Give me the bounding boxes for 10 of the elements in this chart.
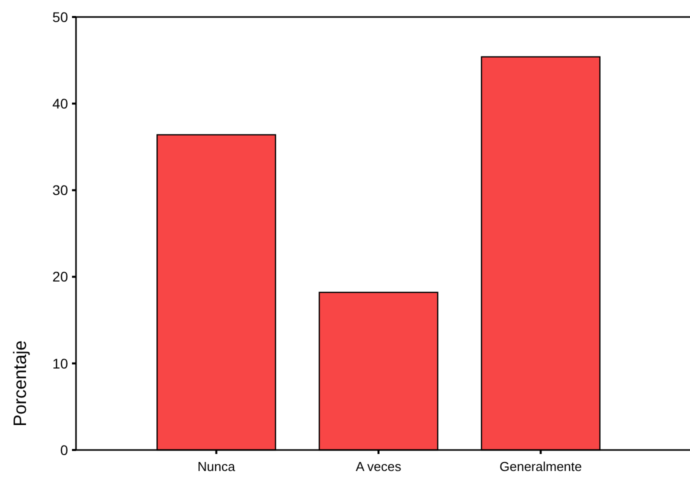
x-tick-label: A veces xyxy=(356,459,402,474)
x-tick-label: Nunca xyxy=(198,459,236,474)
y-tick-label: 10 xyxy=(52,355,68,372)
y-tick-label: 40 xyxy=(52,96,68,112)
x-tick-label: Generalmente xyxy=(500,459,582,474)
y-tick-label: 0 xyxy=(60,442,68,458)
y-tick-label: 50 xyxy=(52,8,68,25)
y-tick-label: 30 xyxy=(52,182,68,198)
y-tick-label: 20 xyxy=(52,268,68,285)
y-axis-title: Porcentaje xyxy=(10,340,30,427)
